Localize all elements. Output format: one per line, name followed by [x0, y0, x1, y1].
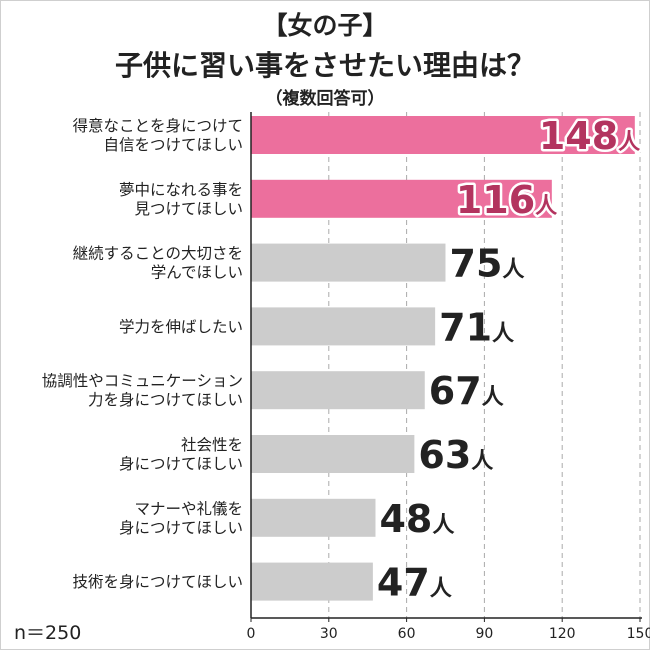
- chart-title-line1: 【女の子】: [262, 11, 388, 40]
- category-label: 社会性を: [181, 436, 243, 454]
- value-label: 47人: [377, 561, 452, 605]
- category-label: 学んでほしい: [151, 264, 243, 282]
- category-label: 技術を身につけてほしい: [72, 573, 243, 591]
- value-label: 71人: [439, 305, 514, 349]
- bar: [251, 371, 425, 410]
- x-tick-label: 30: [320, 626, 338, 642]
- sample-size-label: n＝250: [14, 622, 82, 644]
- chart-title-line2: 子供に習い事をさせたい理由は？: [114, 49, 535, 82]
- category-label: 学力を伸ばしたい: [119, 318, 243, 336]
- bar: [251, 179, 552, 218]
- bar: [251, 307, 436, 346]
- x-tick-label: 0: [247, 626, 256, 642]
- value-label: 148人: [539, 114, 640, 158]
- x-tick-label: 90: [475, 626, 493, 642]
- category-label: 見つけてほしい: [134, 200, 243, 218]
- x-tick-label: 120: [549, 626, 576, 642]
- category-label: 夢中になれる事を: [119, 181, 243, 199]
- category-label: 身につけてほしい: [119, 455, 243, 473]
- bar: [251, 498, 376, 537]
- bar: [251, 116, 635, 154]
- category-label: 得意なことを身につけて: [72, 116, 243, 135]
- x-tick-label: 60: [398, 626, 416, 642]
- x-tick-label: 150: [627, 626, 650, 642]
- value-label: 116人: [456, 178, 557, 222]
- chart-subtitle: （複数回答可）: [265, 89, 385, 109]
- category-label: マナーや礼儀を: [134, 500, 243, 518]
- category-label: 協調性やコミュニケーション: [42, 372, 243, 390]
- value-label: 67人: [429, 369, 504, 413]
- value-label: 75人: [450, 242, 525, 286]
- category-label: 自信をつけてほしい: [103, 136, 243, 154]
- category-label: 継続することの大切さを: [73, 245, 243, 263]
- bar: [251, 243, 446, 282]
- bar: [251, 435, 415, 473]
- bar: [251, 562, 373, 601]
- category-label: 力を身につけてほしい: [88, 391, 243, 409]
- value-label: 48人: [379, 497, 454, 541]
- category-label: 身につけてほしい: [119, 519, 243, 537]
- value-label: 63人: [418, 433, 493, 477]
